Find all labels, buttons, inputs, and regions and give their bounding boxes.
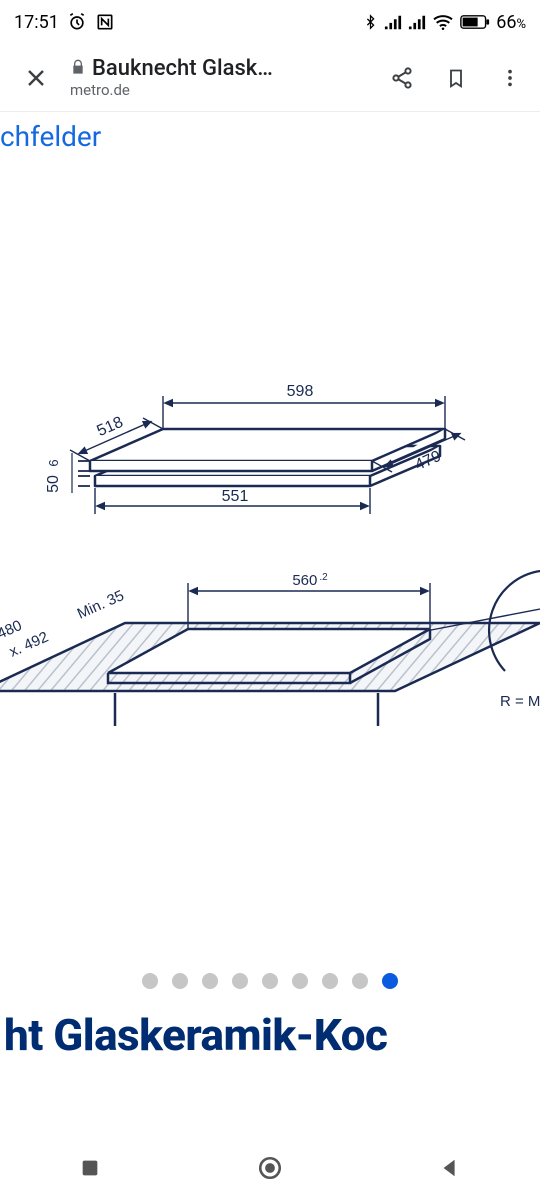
status-right: 66% bbox=[363, 12, 526, 33]
nav-back-button[interactable] bbox=[433, 1151, 467, 1185]
dim-cutout-width: 560 bbox=[292, 572, 317, 589]
bluetooth-icon bbox=[363, 12, 378, 32]
carousel-dot[interactable] bbox=[382, 973, 398, 989]
carousel-dot[interactable] bbox=[232, 973, 248, 989]
carousel-dot[interactable] bbox=[292, 973, 308, 989]
page-domain: metro.de bbox=[70, 81, 368, 99]
carousel-dot[interactable] bbox=[262, 973, 278, 989]
nav-home-button[interactable] bbox=[253, 1151, 287, 1185]
carousel-indicator[interactable] bbox=[0, 953, 540, 1009]
dim-radius-label: R = M bbox=[500, 693, 540, 710]
carousel-dot[interactable] bbox=[322, 973, 338, 989]
share-button[interactable] bbox=[382, 58, 422, 98]
bookmark-button[interactable] bbox=[436, 58, 476, 98]
dim-width-top: 598 bbox=[287, 383, 314, 400]
address-bar[interactable]: Bauknecht Glask… metro.de bbox=[70, 56, 368, 99]
dimension-diagram: 598 551 518 479 50 6 bbox=[0, 161, 540, 761]
dim-height-50: 50 bbox=[45, 475, 62, 493]
dim-width-bottom: 551 bbox=[222, 488, 249, 505]
android-nav-bar bbox=[0, 1136, 540, 1200]
battery-percent: 66% bbox=[496, 12, 526, 33]
svg-text:560.2: 560.2 bbox=[292, 572, 328, 589]
battery-icon bbox=[460, 14, 490, 30]
carousel-dot[interactable] bbox=[202, 973, 218, 989]
carousel-dot[interactable] bbox=[172, 973, 188, 989]
product-image-area[interactable]: 598 551 518 479 50 6 bbox=[0, 161, 540, 953]
product-title: ht Glaskeramik-Koc bbox=[0, 1009, 540, 1061]
signal-icon-2 bbox=[408, 14, 426, 30]
breadcrumb-link[interactable]: chfelder bbox=[0, 112, 540, 161]
alarm-icon bbox=[67, 12, 87, 32]
dim-depth-left: 518 bbox=[95, 414, 126, 440]
close-tab-button[interactable] bbox=[16, 58, 56, 98]
dim-height-6: 6 bbox=[46, 459, 61, 466]
carousel-dot[interactable] bbox=[352, 973, 368, 989]
android-status-bar: 17:51 bbox=[0, 0, 540, 44]
wifi-icon bbox=[432, 13, 454, 31]
dim-clearance: Min. 35 bbox=[75, 587, 127, 623]
carousel-dot[interactable] bbox=[142, 973, 158, 989]
status-time: 17:51 bbox=[14, 12, 59, 33]
overflow-menu-button[interactable] bbox=[490, 58, 530, 98]
breadcrumb-label: chfelder bbox=[0, 120, 101, 153]
signal-icon-1 bbox=[384, 14, 402, 30]
status-left: 17:51 bbox=[14, 12, 115, 33]
nfc-icon bbox=[95, 12, 115, 32]
lock-icon bbox=[70, 58, 86, 76]
nav-recent-button[interactable] bbox=[73, 1151, 107, 1185]
page-title: Bauknecht Glask… bbox=[92, 56, 273, 81]
browser-toolbar: Bauknecht Glask… metro.de bbox=[0, 44, 540, 112]
